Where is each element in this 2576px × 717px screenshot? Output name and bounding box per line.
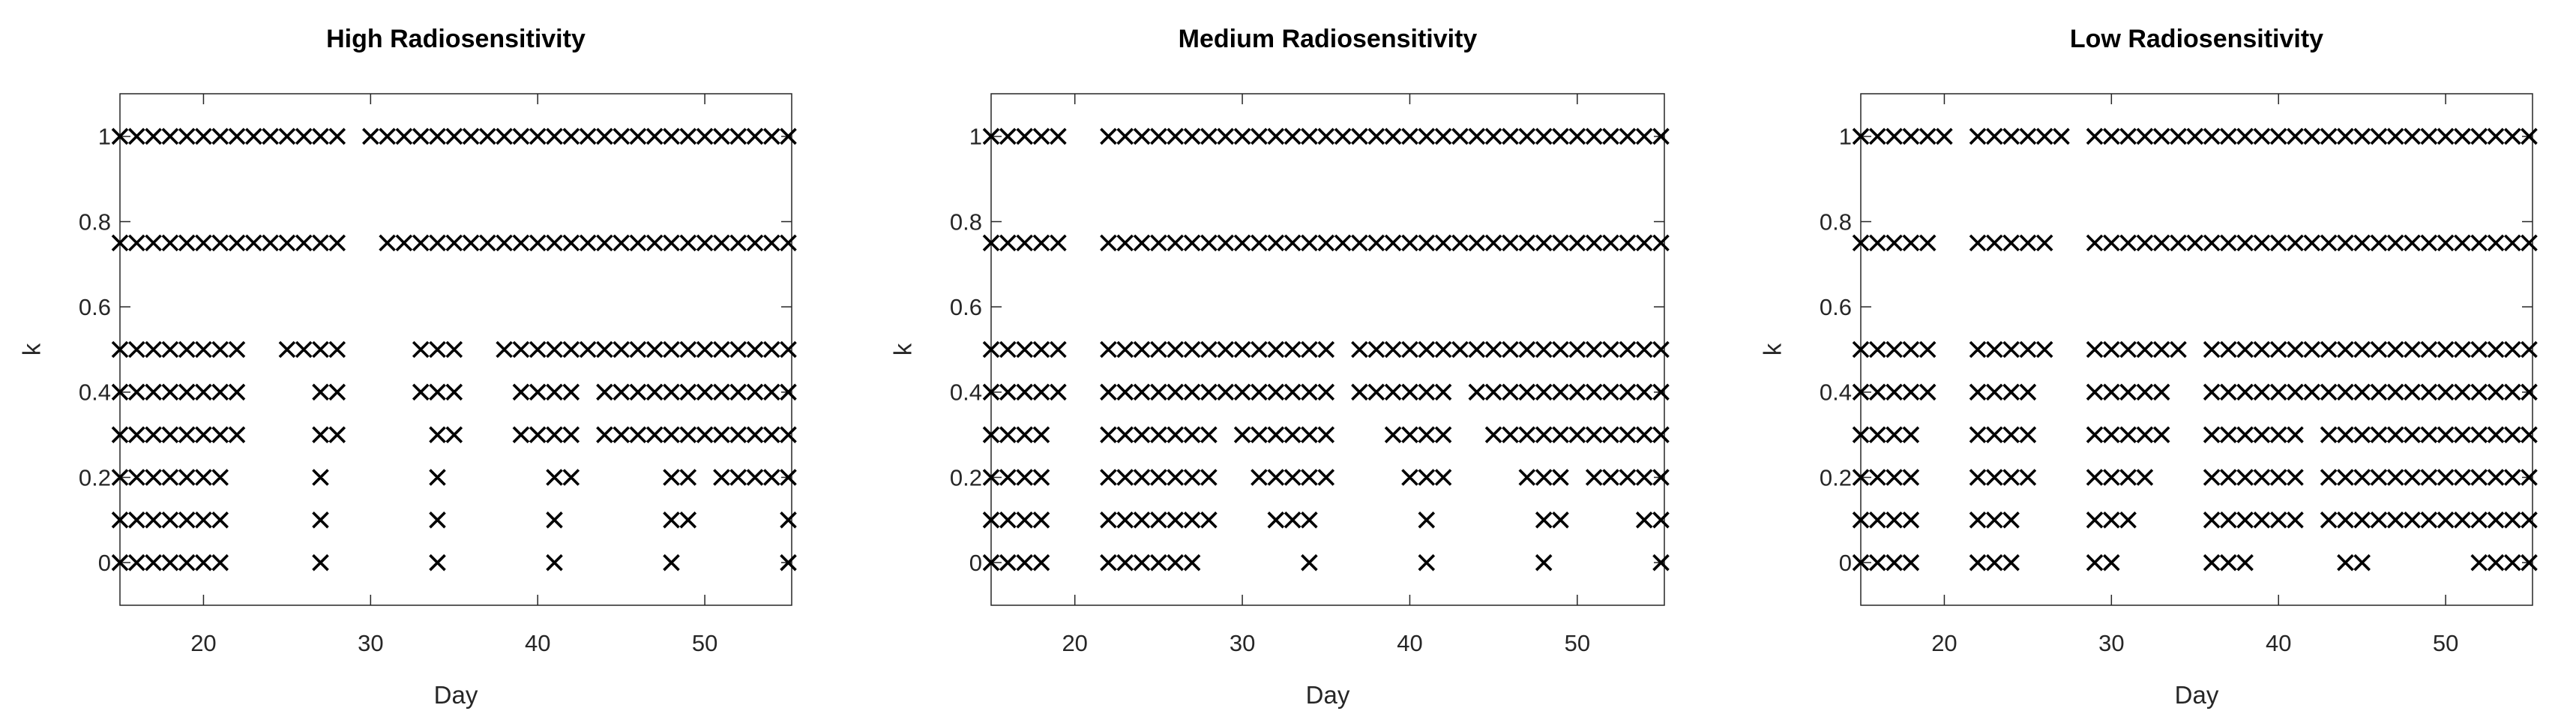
marker-row-k0.1 — [982, 512, 1670, 529]
marker-row-k0.1 — [1852, 512, 2538, 529]
x-tick-label: 30 — [358, 630, 383, 656]
y-tick-label: 1 — [98, 124, 111, 150]
marker-row-k1 — [982, 128, 1670, 146]
subplot-low: 20 30 40 50 0 0.2 0.4 0.6 0.8 1 Day k — [1759, 93, 2538, 709]
y-tick-label: 0.6 — [1820, 294, 1852, 320]
x-tick-label: 40 — [2266, 630, 2291, 656]
marker-row-k0.75 — [1852, 234, 2538, 252]
y-tick-label: 0.8 — [79, 208, 111, 235]
marker-row-k1 — [111, 128, 797, 146]
marker-row-k0.5 — [982, 340, 1670, 358]
y-axis-label: k — [889, 343, 917, 356]
x-tick-label: 50 — [692, 630, 717, 656]
axes-box — [1860, 93, 2533, 606]
tick-marks — [1861, 94, 2533, 605]
subplot-title-medium: Medium Radiosensitivity — [1178, 25, 1478, 53]
marker-row-k0.4 — [1852, 383, 2538, 401]
marker-row-k0 — [1852, 554, 2538, 572]
marker-row-k0.3 — [1852, 426, 2538, 443]
y-tick-label: 0.8 — [1820, 208, 1852, 235]
marker-row-k0 — [982, 554, 1670, 572]
x-axis-label: Day — [434, 681, 478, 709]
marker-row-k0.4 — [111, 383, 797, 401]
x-tick-label: 20 — [190, 630, 216, 656]
marker-row-k0.3 — [111, 426, 797, 443]
marker-row-k0.2 — [982, 469, 1670, 486]
subplot-medium: 20 30 40 50 0 0.2 0.4 0.6 0.8 1 Day k — [889, 93, 1670, 709]
y-tick-label: 0.4 — [79, 380, 111, 406]
y-axis-label: k — [18, 343, 46, 356]
marker-row-k0.1 — [111, 512, 797, 529]
x-tick-label: 30 — [2098, 630, 2124, 656]
x-tick-label: 50 — [1565, 630, 1590, 656]
subplot-title-low: Low Radiosensitivity — [2069, 25, 2324, 53]
y-tick-label: 0.4 — [950, 380, 982, 406]
marker-row-k0.2 — [111, 469, 797, 486]
y-tick-label: 1 — [969, 124, 982, 150]
marker-row-k1 — [1852, 128, 2538, 146]
x-tick-label: 30 — [1230, 630, 1255, 656]
x-tick-label: 40 — [1397, 630, 1422, 656]
y-tick-label: 0.2 — [79, 464, 111, 490]
y-tick-label: 0.6 — [950, 294, 982, 320]
y-axis-label: k — [1759, 343, 1787, 356]
y-tick-label: 1 — [1839, 124, 1852, 150]
x-axis-label: Day — [1306, 681, 1350, 709]
marker-row-k0.5 — [111, 340, 797, 358]
subplot-title-high: High Radiosensitivity — [326, 25, 586, 53]
subplot-high: 20 30 40 50 0 0.2 0.4 0.6 0.8 1 Day k — [18, 93, 797, 709]
y-tick-label: 0 — [1839, 550, 1852, 576]
marker-row-k0 — [111, 554, 797, 572]
y-tick-label: 0.6 — [79, 294, 111, 320]
x-tick-label: 40 — [525, 630, 550, 656]
marker-row-k0.5 — [1852, 340, 2538, 358]
marker-row-k0.75 — [982, 234, 1670, 252]
x-tick-label: 50 — [2433, 630, 2458, 656]
y-tick-label: 0.8 — [950, 208, 982, 235]
y-tick-label: 0.4 — [1820, 380, 1852, 406]
marker-row-k0.2 — [1852, 469, 2538, 486]
marker-row-k0.3 — [982, 426, 1670, 443]
x-tick-label: 20 — [1062, 630, 1087, 656]
marker-row-k0.75 — [111, 234, 797, 252]
y-tick-label: 0.2 — [950, 464, 982, 490]
x-axis-label: Day — [2175, 681, 2219, 709]
y-tick-label: 0 — [98, 550, 111, 576]
marker-row-k0.4 — [982, 383, 1670, 401]
y-tick-label: 0.2 — [1820, 464, 1852, 490]
x-tick-label: 20 — [1931, 630, 1957, 656]
y-tick-label: 0 — [969, 550, 982, 576]
